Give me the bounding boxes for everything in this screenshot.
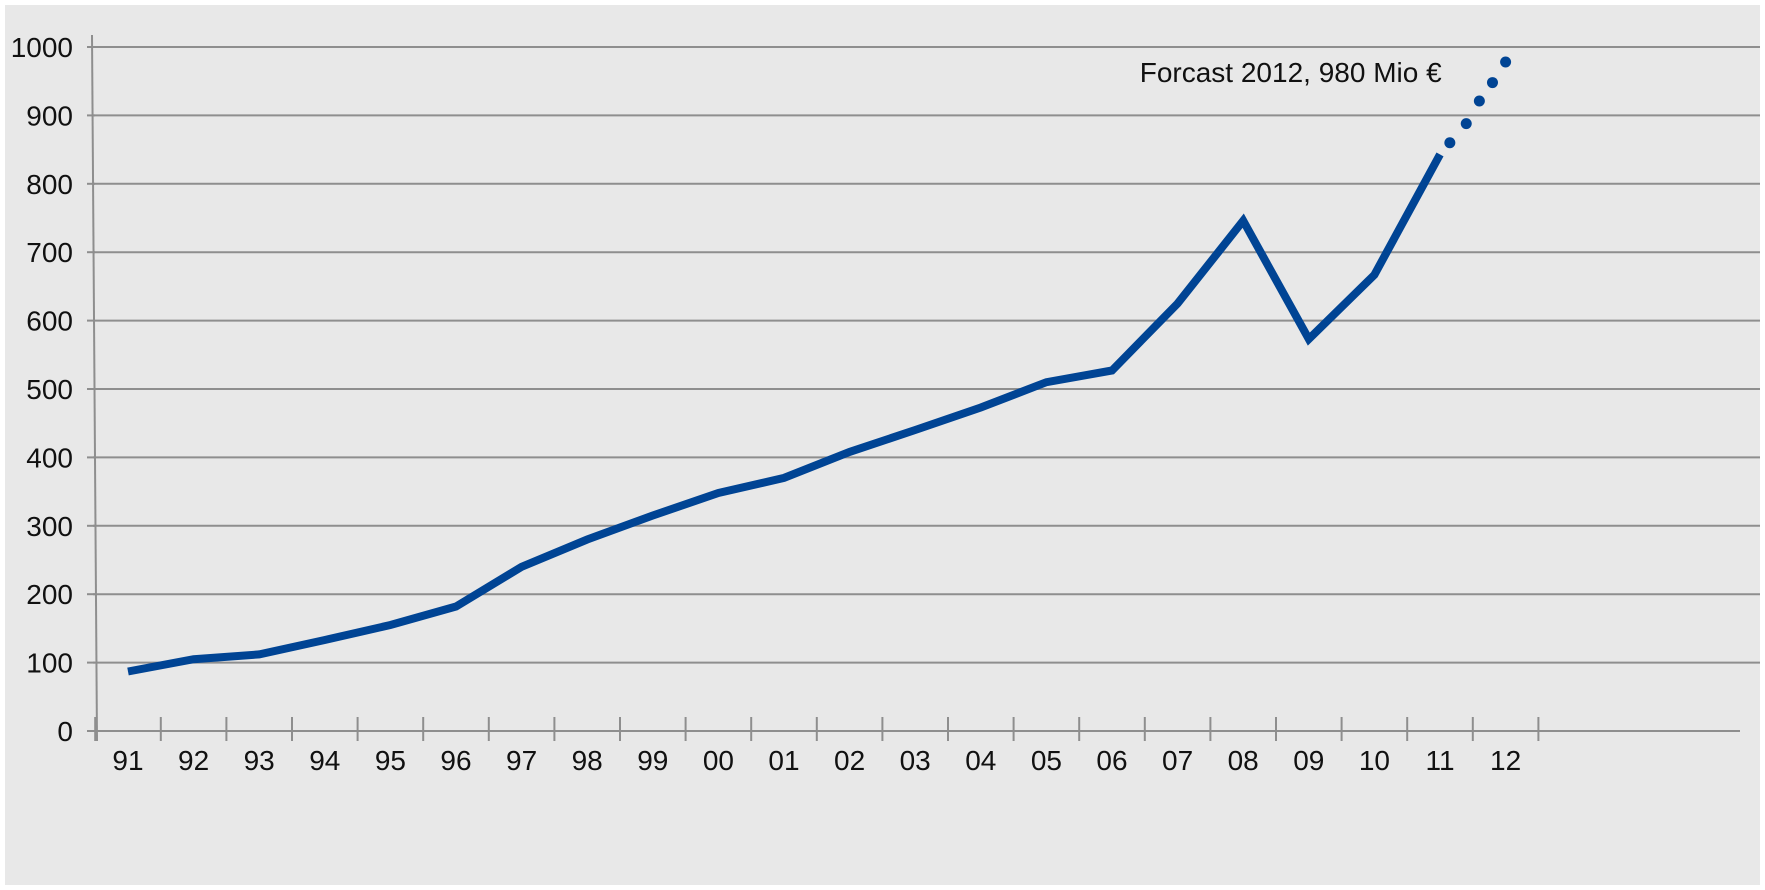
y-tick-label-800: 800 [26,169,73,200]
x-tick-label-94: 94 [309,745,340,776]
y-tick-label-1000: 1000 [11,32,73,63]
x-tick-label-04: 04 [965,745,996,776]
y-tick-label-500: 500 [26,374,73,405]
x-tick-label-11: 11 [1425,745,1454,776]
y-tick-label-400: 400 [26,442,73,473]
x-tick-label-93: 93 [244,745,275,776]
x-tick-label-12: 12 [1490,745,1521,776]
x-tick-label-92: 92 [178,745,209,776]
x-tick-label-97: 97 [506,745,537,776]
x-tick-label-95: 95 [375,745,406,776]
forecast-dot-0 [1444,137,1456,149]
y-tick-label-100: 100 [26,648,73,679]
y-tick-label-900: 900 [26,100,73,131]
chart: 0 100 200 300 400 500 600 700 800 900 1000 91 92 93 9… [5,5,1760,885]
x-tick-label-96: 96 [440,745,471,776]
x-tick-label-02: 02 [834,745,865,776]
annotations: Forcast 2012, 980 Mio € [1140,57,1442,88]
x-tick-label-09: 09 [1293,745,1324,776]
x-tick-label-91: 91 [112,745,143,776]
forecast-dot-3 [1486,77,1498,89]
axes [87,34,1740,742]
x-tick-label-99: 99 [637,745,668,776]
y-tick-label-300: 300 [26,511,73,542]
y-tick-labels: 0 100 200 300 400 500 600 700 800 900 1000 [11,32,73,747]
x-tick-label-98: 98 [572,745,603,776]
forecast-dot-2 [1473,95,1485,107]
x-tick-label-01: 01 [768,745,799,776]
y-tick-label-0: 0 [57,716,73,747]
y-tick-label-600: 600 [26,306,73,337]
forecast-annotation: Forcast 2012, 980 Mio € [1140,57,1442,88]
grid-lines [93,46,1760,664]
y-tick-label-200: 200 [26,579,73,610]
forecast-dot-4 [1500,56,1512,68]
y-tick-label-700: 700 [26,237,73,268]
x-tick-label-05: 05 [1031,745,1062,776]
forecast-dot-1 [1460,118,1472,130]
x-tick-label-03: 03 [900,745,931,776]
x-tick-label-07: 07 [1162,745,1193,776]
series [127,56,1512,676]
x-tick-label-08: 08 [1228,745,1259,776]
x-tick-labels: 91 92 93 94 95 96 97 98 99 00 01 02 03 04 05 06 07 08 09 10… [112,745,1521,776]
x-tick-label-00: 00 [703,745,734,776]
x-tick-label-10: 10 [1359,745,1390,776]
x-tick-label-06: 06 [1096,745,1127,776]
